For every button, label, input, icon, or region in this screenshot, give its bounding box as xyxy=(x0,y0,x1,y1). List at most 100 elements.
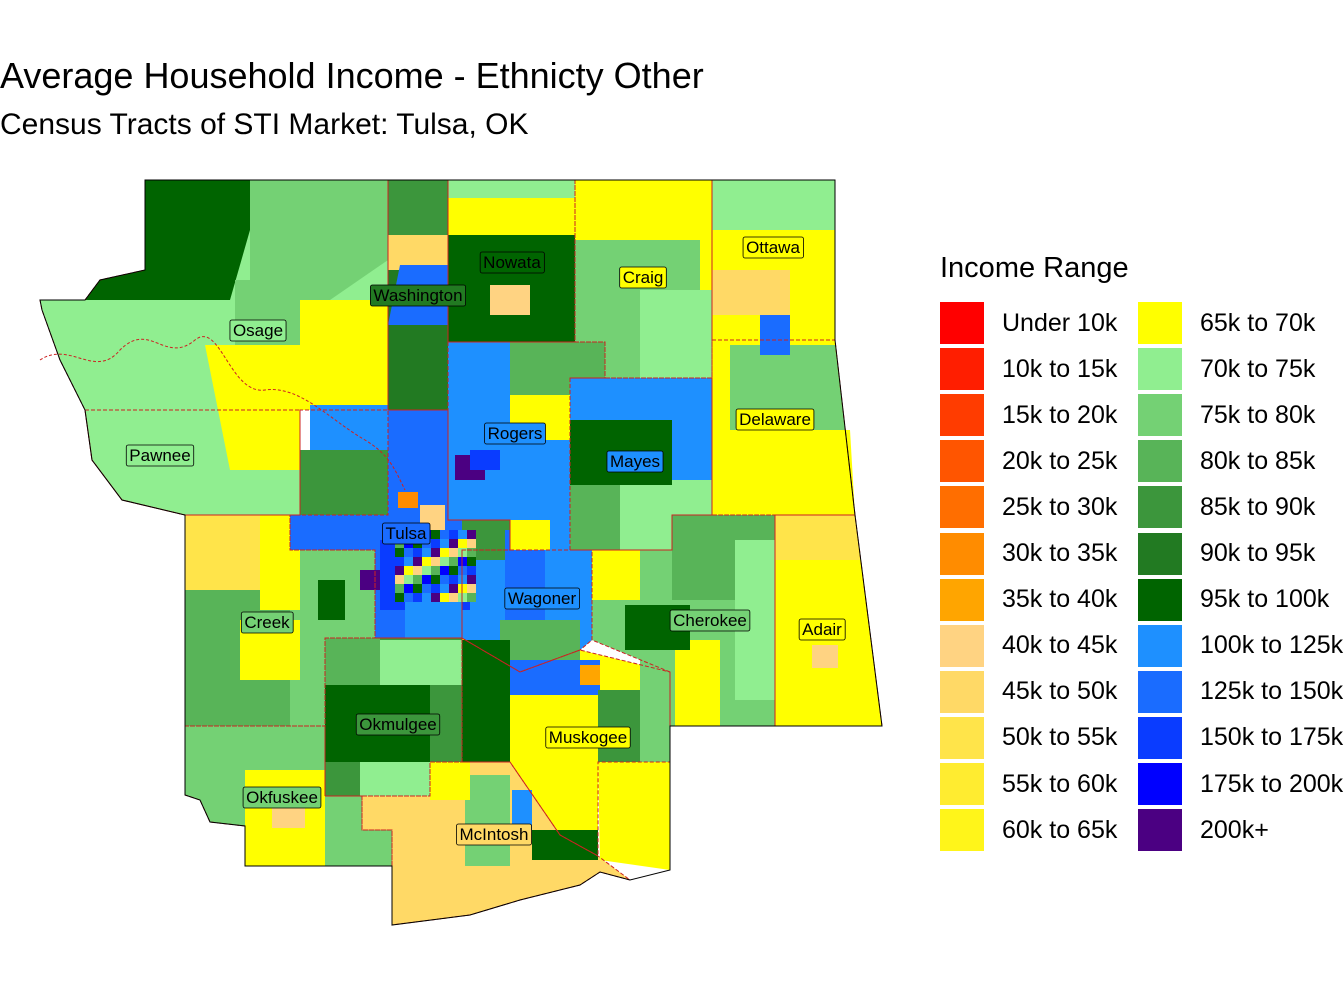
tract-polygon xyxy=(245,726,325,770)
county-label-text: Wagoner xyxy=(508,589,577,608)
legend-label: 45k to 50k xyxy=(1002,677,1118,706)
legend-label: 60k to 65k xyxy=(1002,815,1118,844)
tract-cell xyxy=(431,548,440,557)
tract-polygon xyxy=(398,492,418,508)
county-label-text: Tulsa xyxy=(386,524,427,543)
legend-swatch xyxy=(1138,716,1182,759)
county-label-delaware: Delaware xyxy=(735,408,815,431)
map-subtitle: Census Tracts of STI Market: Tulsa, OK xyxy=(0,108,529,141)
legend-item: 70k to 75k xyxy=(1138,346,1315,392)
tract-polygon xyxy=(712,180,835,230)
tract-polygon xyxy=(205,345,300,470)
county-label-text: Muskogee xyxy=(549,728,627,747)
tract-polygon xyxy=(598,690,640,762)
legend-swatch xyxy=(940,440,984,483)
county-label-wagoner: Wagoner xyxy=(504,587,580,610)
legend-swatch xyxy=(940,486,984,529)
tract-polygon xyxy=(812,645,838,668)
tract-cell xyxy=(449,575,458,584)
legend-item: 200k+ xyxy=(1138,807,1269,853)
tract-cell xyxy=(431,566,440,575)
tract-cell xyxy=(404,575,413,584)
tract-polygon xyxy=(300,450,388,515)
county-label-osage: Osage xyxy=(229,319,287,342)
tract-cell xyxy=(467,575,476,584)
tract-polygon xyxy=(500,620,580,660)
legend-item: 25k to 30k xyxy=(940,484,1117,530)
tract-cell xyxy=(467,530,476,539)
tract-polygon xyxy=(598,762,670,870)
tract-cell xyxy=(413,557,422,566)
county-label-box xyxy=(456,823,532,846)
legend-item: 80k to 85k xyxy=(1138,438,1315,484)
tract-cell xyxy=(395,593,404,602)
tract-cell xyxy=(395,557,404,566)
county-label-text: Nowata xyxy=(483,253,541,272)
legend-swatch xyxy=(1138,440,1182,483)
tract-polygon xyxy=(325,638,380,685)
tract-polygon xyxy=(360,762,430,796)
county-label-okfuskee: Okfuskee xyxy=(242,786,322,809)
tract-polygon xyxy=(490,285,530,315)
legend-label: 15k to 20k xyxy=(1002,400,1118,429)
legend-swatch xyxy=(1138,394,1182,437)
tract-cell xyxy=(422,557,431,566)
tract-cell xyxy=(422,566,431,575)
tract-cell xyxy=(449,557,458,566)
tract-polygon xyxy=(318,580,345,620)
tract-polygon xyxy=(640,290,712,378)
legend-item: 45k to 50k xyxy=(940,669,1117,715)
legend-item: 75k to 80k xyxy=(1138,392,1315,438)
tract-cell xyxy=(440,557,449,566)
tract-cell xyxy=(404,584,413,593)
legend-label: 150k to 175k xyxy=(1200,723,1344,752)
legend-item: 30k to 35k xyxy=(940,531,1117,577)
tract-cell xyxy=(431,593,440,602)
tract-polygon xyxy=(448,195,575,235)
tract-polygon xyxy=(712,430,855,515)
tract-cell xyxy=(404,593,413,602)
tract-cell xyxy=(413,566,422,575)
county-label-text: Okfuskee xyxy=(246,788,318,807)
legend-label: 100k to 125k xyxy=(1200,631,1344,660)
tract-cell xyxy=(413,584,422,593)
legend-item: 60k to 65k xyxy=(940,807,1117,853)
tract-polygon xyxy=(510,520,550,550)
tract-polygon xyxy=(388,180,448,235)
legend-label: 55k to 60k xyxy=(1002,769,1118,798)
tract-polygon xyxy=(532,830,598,860)
tract-cell xyxy=(404,548,413,557)
tract-cell xyxy=(458,539,467,548)
county-label-nowata: Nowata xyxy=(479,251,545,274)
tract-polygon xyxy=(580,665,600,685)
legend-label: 90k to 95k xyxy=(1200,539,1316,567)
legend-label: 75k to 80k xyxy=(1200,400,1316,429)
county-border-delaware xyxy=(711,339,856,516)
county-label-craig: Craig xyxy=(619,266,667,289)
county-label-tulsa: Tulsa xyxy=(382,522,431,545)
county-label-text: Cherokee xyxy=(673,611,747,630)
tract-cell xyxy=(431,584,440,593)
county-label-box xyxy=(619,266,667,289)
legend-swatch xyxy=(940,578,984,621)
county-label-text: Mayes xyxy=(610,452,660,471)
tract-polygon xyxy=(360,570,380,590)
region-outline xyxy=(39,179,883,926)
tract-cell xyxy=(467,548,476,557)
legend-label: 95k to 100k xyxy=(1200,585,1330,614)
tract-cell xyxy=(449,530,458,539)
legend-item: 10k to 15k xyxy=(940,346,1117,392)
legend-label: 20k to 25k xyxy=(1002,446,1118,475)
county-label-okmulgee: Okmulgee xyxy=(355,713,441,736)
county-label-box xyxy=(504,587,580,610)
legend-swatch xyxy=(940,624,984,667)
legend-item: 100k to 125k xyxy=(1138,623,1343,669)
legend-swatch xyxy=(1138,624,1182,667)
tract-cell xyxy=(422,575,431,584)
tract-cell xyxy=(431,575,440,584)
legend-label: 125k to 150k xyxy=(1200,677,1344,706)
tract-cell xyxy=(440,566,449,575)
legend-item: Under 10k xyxy=(940,300,1117,346)
legend-label: 50k to 55k xyxy=(1002,723,1118,752)
county-label-box xyxy=(545,726,631,749)
